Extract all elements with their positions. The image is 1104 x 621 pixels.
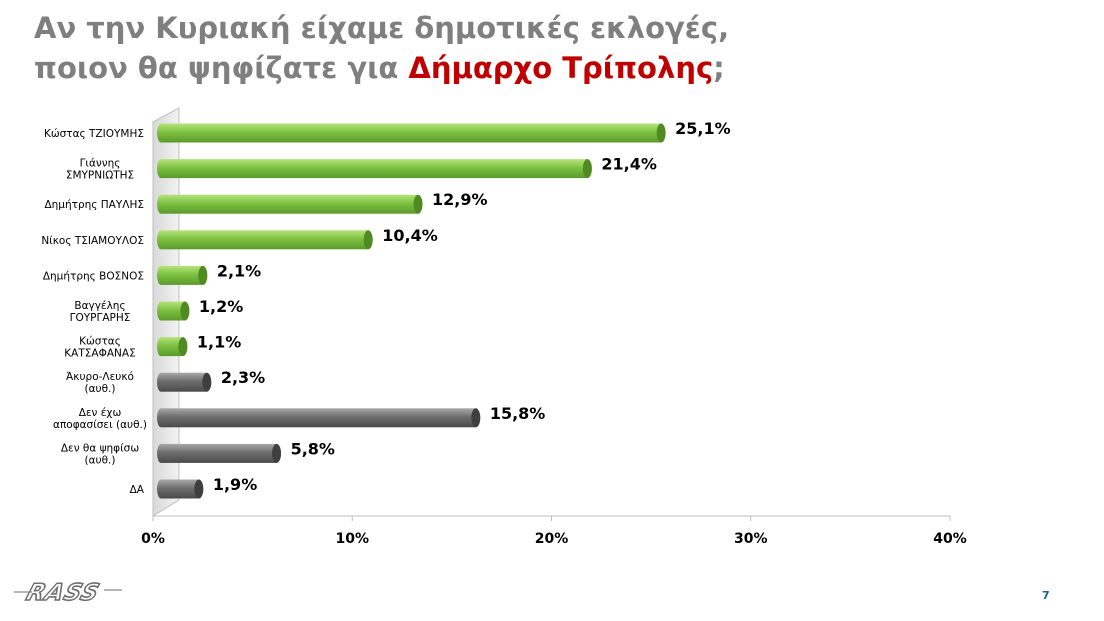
page-number: 7 [1042,589,1050,602]
bar-body [161,230,369,250]
value-label: 1,2% [199,297,243,316]
x-tick-label: 0% [141,531,165,547]
value-label: 2,1% [217,261,261,280]
category-label: Δημήτρης ΒΟΣΝΟΣ [43,270,144,282]
bar [157,265,208,285]
bar-start-cap [157,372,165,392]
bar-end-cap [413,194,423,214]
title-line-2-suffix: ; [713,51,725,85]
value-labels: 25,1% 21,4% 12,9% 10,4% 2,1% 1,2% 1,1% 2,3% 15,8… [197,119,731,494]
bar-start-cap [157,194,165,214]
bar-start-cap [157,159,165,179]
bar-body [161,123,662,143]
bar [157,372,212,392]
category-label: ΓΟΥΡΓΑΡΗΣ [70,312,131,324]
bar-start-cap [157,265,165,285]
bar-end-cap [656,123,666,143]
category-label: Κώστας [79,336,121,348]
bar-body [161,159,588,179]
value-label: 1,9% [213,475,257,494]
category-label: (αυθ.) [85,454,116,466]
bar-end-cap [180,301,190,321]
category-label: ΔΑ [130,484,145,496]
bar-body [161,443,277,463]
bar-start-cap [157,479,165,499]
value-label: 10,4% [382,226,438,245]
category-label: Βαγγέλης [74,300,125,312]
category-label: ΚΑΤΣΑΦΑΝΑΣ [64,348,135,360]
rass-logo-text: RASS [23,579,104,606]
bar [157,159,592,179]
bar-start-cap [157,301,165,321]
bars [157,123,666,499]
bar-body [161,301,185,321]
bar-end-cap [194,479,204,499]
value-label: 21,4% [601,155,657,174]
title-line-1: Αν την Κυριακή είχαμε δημοτικές εκλογές, [34,11,730,45]
bar-end-cap [582,159,592,179]
x-tick-label: 20% [535,531,569,547]
bar-start-cap [157,408,165,428]
chart-title: Αν την Κυριακή είχαμε δημοτικές εκλογές,… [34,8,729,88]
category-label: Δεν έχω [79,407,122,419]
bar [157,337,188,357]
x-tick-label: 40% [933,531,967,547]
value-label: 2,3% [221,368,265,387]
category-label: Άκυρο-Λευκό [66,371,134,383]
title-line-2-highlight: Δήμαρχο Τρίπολης [408,51,714,85]
category-label: Δεν θα ψηφίσω [61,442,139,454]
bar-start-cap [157,337,165,357]
bar [157,123,666,143]
bar-end-cap [178,337,188,357]
bar-start-cap [157,443,165,463]
bar [157,194,423,214]
bar [157,230,373,250]
bar-end-cap [272,443,282,463]
value-label: 12,9% [432,190,488,209]
category-label: αποφασίσει (αυθ.) [53,419,147,431]
category-label: Δημήτρης ΠΑΥΛΗΣ [44,199,144,211]
bar-start-cap [157,230,165,250]
bar-end-cap [202,372,212,392]
category-label: (αυθ.) [85,383,116,395]
value-label: 25,1% [675,119,731,138]
title-line-2-prefix: ποιον θα ψηφίζατε για [34,51,409,85]
bar-body [161,194,419,214]
category-label: ΣΜΥΡΝΙΩΤΗΣ [66,170,134,182]
value-label: 5,8% [291,439,335,458]
value-label: 1,1% [197,333,241,352]
bar-body [161,479,199,499]
bar [157,408,481,428]
bar [157,443,282,463]
x-axis-ticks: 0% 10% 20% 30% 40% [141,516,967,547]
bar-end-cap [471,408,481,428]
bar-body [161,265,203,285]
category-label: Νίκος ΤΣΙΑΜΟΥΛΟΣ [41,235,144,247]
bar [157,301,190,321]
x-tick-label: 10% [335,531,369,547]
category-label: Κώστας ΤΖΙΟΥΜΗΣ [44,128,144,140]
bar-body [161,337,183,357]
x-tick-label: 30% [734,531,768,547]
value-label: 15,8% [490,404,546,423]
bar-body [161,408,476,428]
bar [157,479,204,499]
bar-end-cap [363,230,373,250]
rass-logo: RASS [14,578,122,606]
bar-start-cap [157,123,165,143]
bar-end-cap [198,265,208,285]
category-label: Γιάννης [80,158,121,170]
bar-body [161,372,207,392]
